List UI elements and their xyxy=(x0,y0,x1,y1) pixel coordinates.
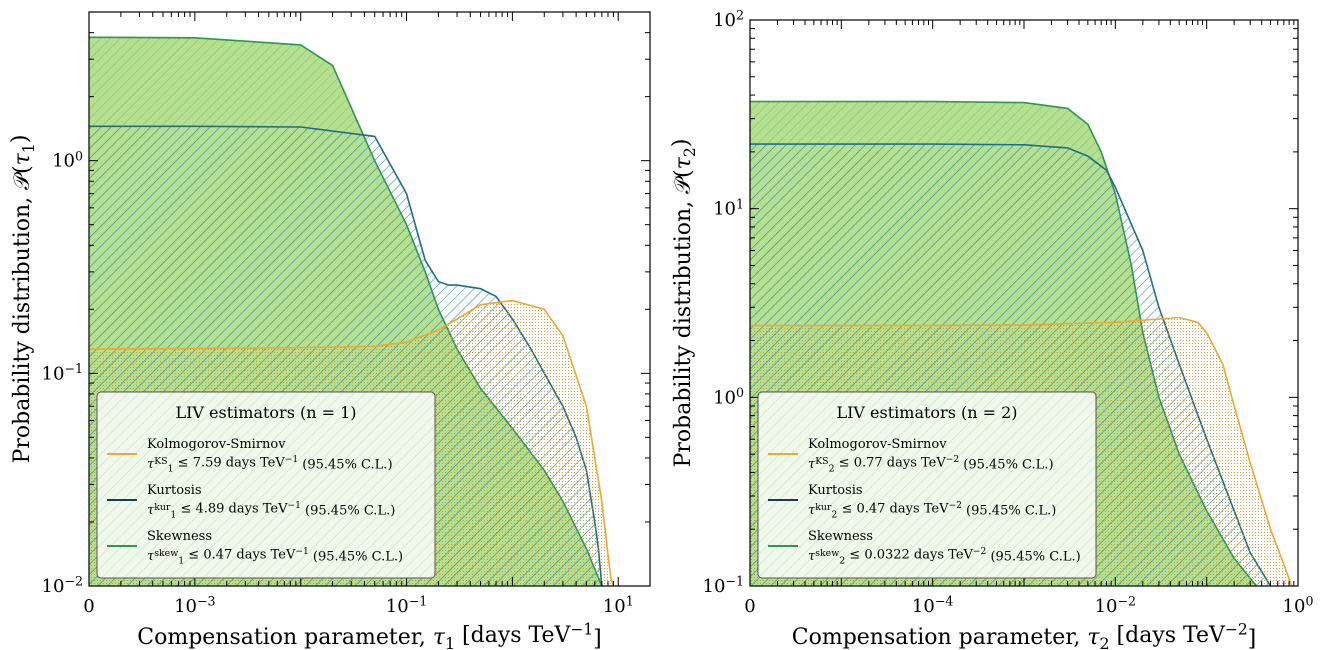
x-tick-label: 0 xyxy=(83,596,94,617)
y-tick-label: 10−1​ xyxy=(42,361,83,384)
x-axis-title: Compensation parameter, τ1​ [days TeV−1​… xyxy=(137,620,601,650)
y-axis-title: Probability distribution, 𝒫(τ1​) xyxy=(8,135,38,464)
legend-entry-bound: τskew2​ ≤ 0.0322 days TeV−2​ (95.45% C.L… xyxy=(808,547,1081,567)
legend-entry-name: Kolmogorov-Smirnov xyxy=(808,437,947,452)
x-tick-label: 0 xyxy=(744,596,755,617)
y-tick-label: 101​ xyxy=(713,196,744,219)
legend-entry-bound: τKS2​ ≤ 0.77 days TeV−2​ (95.45% C.L.) xyxy=(808,455,1054,475)
line-kolmogorov-smirnov xyxy=(750,316,1293,586)
legend-entry-name: Skewness xyxy=(808,529,873,544)
x-tick-label: 10−4​ xyxy=(912,594,953,617)
plot-frame xyxy=(88,11,651,587)
x-tick-label: 10−3​ xyxy=(174,594,215,617)
chart-panel-1: 10−2​ 10−1​ 100​ 0 10−3​ 10−1​ 101​Compensatio… xyxy=(8,11,651,650)
y-tick-label: 102​ xyxy=(713,8,744,31)
x-tick-label: 101​ xyxy=(603,594,634,617)
y-tick-label: 10−2​ xyxy=(42,574,83,597)
legend-entry-bound: τkur1​ ≤ 4.89 days TeV−1​ (95.45% C.L.) xyxy=(147,501,395,521)
y-tick-label: 10−1​ xyxy=(703,574,744,597)
legend-entry-bound: τKS1​ ≤ 7.59 days TeV−1​ (95.45% C.L.) xyxy=(147,455,393,475)
legend-box xyxy=(757,391,1097,579)
y-tick-label: 100​ xyxy=(713,385,744,408)
x-tick-label: 10−1​ xyxy=(386,594,427,617)
legend-box xyxy=(96,391,436,579)
y-axis-title: Probability distribution, 𝒫(τ2​) xyxy=(669,139,699,468)
x-tick-label: 100​ xyxy=(1283,594,1314,617)
legend-entry-name: Kurtosis xyxy=(147,483,202,498)
legend-entry-name: Kurtosis xyxy=(808,483,863,498)
legend-title: LIV estimators (n = 1) xyxy=(175,403,356,422)
legend-entry-bound: τkur2​ ≤ 0.47 days TeV−2​ (95.45% C.L.) xyxy=(808,501,1056,521)
legend-title: LIV estimators (n = 2) xyxy=(836,403,1017,422)
line-kolmogorov-smirnov xyxy=(89,299,615,586)
x-tick-label: 10−2​ xyxy=(1095,594,1136,617)
legend-entry-name: Kolmogorov-Smirnov xyxy=(147,437,286,452)
legend-entry-bound: τskew1​ ≤ 0.47 days TeV−1​ (95.45% C.L.) xyxy=(147,547,403,567)
legend: LIV estimators (n = 1) Kolmogorov-Smirnov… xyxy=(96,391,436,579)
x-axis-title: Compensation parameter, τ2​ [days TeV−2​… xyxy=(792,620,1256,650)
chart-panel-2: 10−1​ 100​ 101​ 102​ 0 10−4​ 10−2​ 100​ Compensa… xyxy=(669,8,1313,650)
legend: LIV estimators (n = 2) Kolmogorov-Smirnov… xyxy=(757,391,1097,579)
legend-entry-name: Skewness xyxy=(147,529,212,544)
y-tick-label: 100​ xyxy=(52,148,83,171)
